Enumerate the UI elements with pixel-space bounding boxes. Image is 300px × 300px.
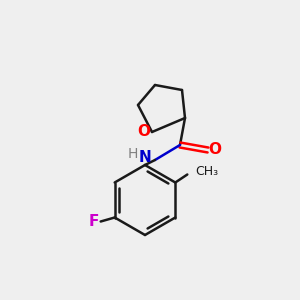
Text: O: O bbox=[137, 124, 151, 140]
Text: O: O bbox=[208, 142, 221, 158]
Text: F: F bbox=[88, 214, 99, 229]
Text: CH₃: CH₃ bbox=[195, 165, 218, 178]
Text: N: N bbox=[139, 151, 152, 166]
Text: H: H bbox=[128, 147, 138, 161]
